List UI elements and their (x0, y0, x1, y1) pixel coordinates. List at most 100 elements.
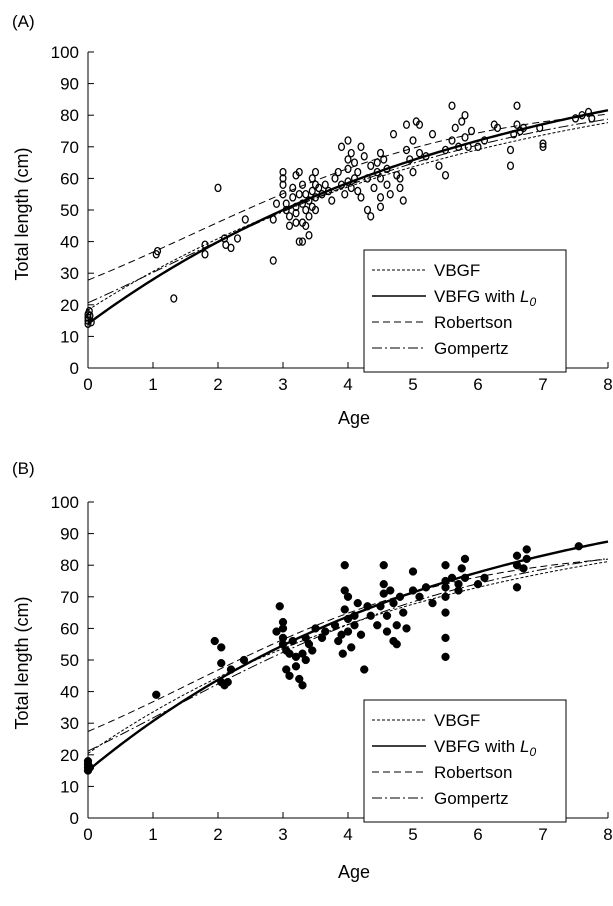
panel-a-data-point (513, 101, 521, 110)
panel-b-y-axis-title: Total length (cm) (12, 596, 32, 729)
panel-a-data-point (201, 249, 209, 259)
panel-b-x-axis-title: Age (338, 862, 370, 882)
panel-b-data-point (301, 655, 310, 665)
panel-a-data-point (289, 193, 297, 202)
panel-b-data-point (343, 592, 353, 601)
panel-b-data-point (338, 649, 347, 658)
panel-a-data-point (435, 161, 443, 171)
panel-a-data-point (399, 196, 407, 205)
panel-a-data-point (227, 243, 235, 253)
panel-b-data-point (379, 561, 388, 570)
panel-a-x-tick-label: 1 (148, 375, 157, 394)
panel-a-x-tick-label: 6 (473, 375, 482, 394)
panel-a-data-point (233, 234, 242, 243)
panel-b-legend-vbgf-label: VBGF (434, 711, 480, 730)
panel-a-data-point (396, 183, 404, 193)
panel-a-data-point (389, 129, 398, 139)
panel-a-data-point (279, 180, 287, 189)
panel-a-data-point (241, 215, 249, 224)
panel-a-data-point (285, 212, 294, 221)
panel-a-data-point (292, 218, 300, 227)
panel-a-plot-area: 0 10 20 30 40 50 60 70 80 90 100 0 1 2 3 4 5 6 7 8 (51, 43, 613, 394)
panel-b-x-tick-label: 8 (603, 825, 612, 844)
panel-a-data-point (302, 221, 310, 231)
panel-a-data-point (588, 114, 596, 123)
panel-a-data-point (279, 189, 287, 199)
panel-b-y-tick-label: 50 (60, 651, 79, 670)
panel-a-data-point (279, 174, 287, 183)
panel-b-data-point (428, 598, 437, 608)
panel-a-y-tick-label: 80 (60, 106, 79, 125)
panel-a-data-point (214, 183, 222, 193)
panel-a-legend-vbfg-l0-label: VBFG with L0 (434, 287, 536, 309)
panel-b-curve-robertson (87, 558, 609, 732)
panel-a-data-point (367, 212, 375, 221)
panel-a-label: (A) (12, 12, 35, 31)
panel-a-data-point (357, 142, 365, 152)
panel-b-data-point (379, 580, 388, 589)
panel-a-data-point (448, 136, 456, 145)
panel-a-data-point (298, 237, 307, 246)
panel-a-data-point (402, 145, 411, 155)
panel-b-data-point (441, 592, 450, 601)
panel-a-x-tick-label: 5 (408, 375, 417, 394)
panel-a-data-point (305, 231, 313, 240)
panel-a-data-point (458, 117, 466, 126)
panel-a-data-point (370, 183, 378, 193)
panel-b-data-point (522, 545, 531, 554)
panel-a-data-point (376, 202, 385, 212)
panel-b-data-point (356, 630, 366, 639)
panel-b-y-tick-label: 40 (60, 683, 79, 702)
panel-a-data-point (474, 142, 482, 152)
panel-a-x-axis-title: Age (338, 408, 370, 428)
panel-b-data-point (217, 659, 226, 668)
panel-b-data-point (210, 636, 219, 646)
panel-a-data-point (308, 186, 316, 196)
panel-b-data-point (285, 671, 294, 680)
panel-a-data-point (376, 148, 385, 158)
panel-a-curve-robertson (87, 113, 609, 281)
panel-a-y-tick-label: 20 (60, 296, 79, 315)
panel-b-legend-box (363, 699, 567, 823)
panel-b-data-point (457, 564, 466, 573)
panel-a-y-tick-label: 40 (60, 233, 79, 252)
panel-a-y-tick-label: 30 (60, 264, 79, 283)
panel-b-y-tick-label: 90 (60, 525, 79, 544)
panel-a-data-point (344, 136, 352, 145)
panel-a-data-point (461, 110, 469, 120)
panel-a-y-tick-label: 10 (60, 327, 79, 346)
panel-b-data-point (399, 608, 408, 617)
panel-b-data-point (392, 640, 401, 649)
panel-a-data-point (539, 142, 547, 152)
panel-b-y-tick-label: 0 (70, 809, 79, 828)
panel-a-data-point (409, 167, 417, 177)
panel-a-data-point (295, 189, 303, 199)
panel-a-data-point (415, 148, 424, 158)
panel-b-data-point (392, 621, 401, 630)
panel-a-data-point (311, 205, 320, 215)
panel-a-data-point (506, 161, 515, 171)
panel-a-y-tick-label: 50 (60, 201, 79, 220)
panel-a-data-point (360, 152, 368, 161)
panel-a-data-point (331, 174, 339, 183)
panel-a-data-point (315, 183, 323, 193)
panel-b-y-tick-label: 100 (51, 493, 79, 512)
panel-a-data-point (279, 167, 287, 177)
panel-b-data-point (353, 598, 362, 608)
panel-b-legend-robertson-label: Robertson (434, 763, 512, 782)
panel-b-y-tick-label: 60 (60, 619, 79, 638)
panel-a-data-point (357, 193, 365, 202)
panel-b-label: (B) (12, 459, 35, 478)
panel-a-data-point (376, 174, 385, 183)
panel-b-data-point (441, 633, 450, 643)
panel-a-data-point (344, 155, 352, 164)
panel-b-x-tick-label: 4 (343, 825, 352, 844)
panel-a-y-axis-title: Total length (cm) (12, 147, 32, 280)
panel-a-data-point (328, 196, 336, 205)
panel-a-data-point (354, 186, 362, 196)
panel-a-data-point (409, 136, 417, 145)
panel-b-x-tick-label: 7 (538, 825, 547, 844)
panel-a-data-point (337, 142, 346, 152)
panel-a-y-tick-label: 70 (60, 138, 79, 157)
